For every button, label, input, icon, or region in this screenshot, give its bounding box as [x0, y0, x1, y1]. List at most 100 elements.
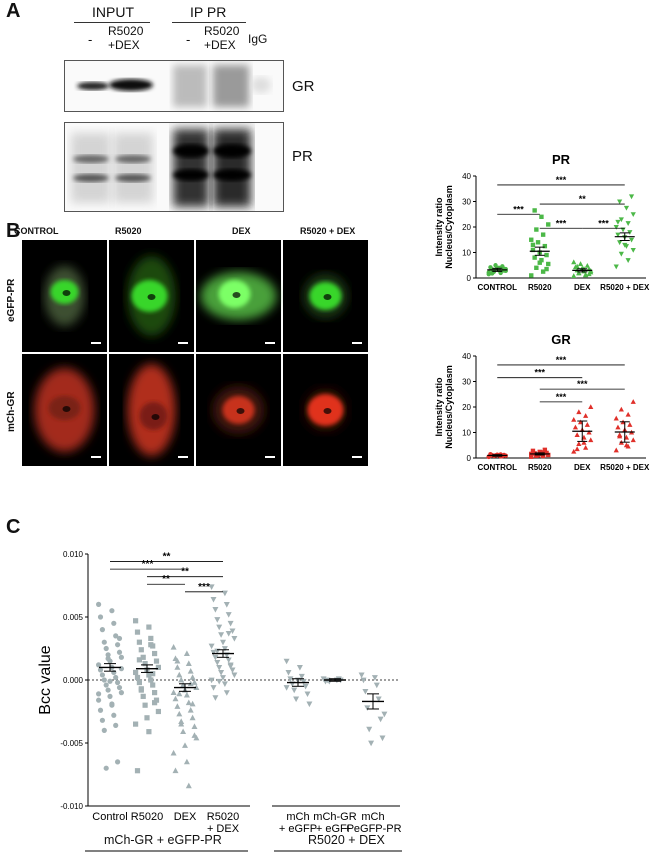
- bcc-data-point: [210, 596, 217, 603]
- bcc-data-point: [185, 699, 192, 706]
- bcc-data-point: [103, 765, 109, 771]
- band-pr-input-treated-lower: [115, 174, 151, 182]
- pr-data-point: [618, 251, 624, 257]
- bcc-data-point: [107, 678, 113, 684]
- bcc-data-point: [220, 639, 226, 646]
- band-gr-input-treated: [109, 79, 153, 91]
- micro-col-r5020-dex: R5020 + DEX: [300, 226, 356, 236]
- bcc-data-point: [221, 681, 228, 687]
- bcc-data-point: [153, 658, 160, 664]
- pr-y-tick-label: 20: [462, 223, 471, 232]
- bcc-data-point: [170, 644, 177, 650]
- band-gr-input-ctrl: [77, 82, 109, 90]
- pr-data-point: [571, 259, 577, 265]
- pr-data-point: [537, 260, 542, 265]
- bcc-y-tick-label: 0.000: [63, 676, 84, 685]
- bcc-data-point: [366, 726, 373, 733]
- gr-data-point: [530, 448, 536, 454]
- pr-significance-label: **: [579, 194, 587, 204]
- bcc-data-point: [375, 696, 382, 703]
- gr-y-tick-label: 20: [462, 403, 471, 412]
- bcc-data-point: [364, 705, 371, 711]
- gr-data-point: [581, 439, 587, 445]
- blot-label-gr: GR: [292, 78, 315, 95]
- gr-y-label-line1: Intensity ratio: [434, 377, 444, 437]
- bcc-data-point: [140, 654, 146, 660]
- gr-data-point: [534, 453, 539, 458]
- micrograph-egfp-pr-r5020-dex: [283, 240, 368, 352]
- band-pr-ip-treated: [213, 129, 251, 207]
- pr-significance-label: ***: [598, 218, 609, 228]
- bcc-data-point: [187, 667, 194, 674]
- bcc-data-point: [136, 639, 142, 645]
- blot-label-pr: PR: [292, 148, 313, 165]
- pr-data-point: [618, 217, 624, 223]
- panel-c-letter: C: [6, 516, 21, 538]
- pr-data-point: [535, 240, 541, 245]
- pr-data-point: [586, 271, 592, 277]
- bcc-data-point: [379, 735, 386, 742]
- scale-bar: [178, 456, 188, 458]
- scale-bar: [91, 456, 101, 458]
- bcc-data-point: [182, 742, 188, 748]
- pr-data-point: [488, 265, 493, 270]
- bcc-data-point: [116, 649, 123, 655]
- bcc-data-point: [109, 701, 115, 707]
- pr-data-point: [622, 242, 628, 248]
- band-gr-ip-ctrl: [173, 65, 207, 107]
- bcc-data-point: [216, 678, 223, 685]
- pr-data-point: [630, 212, 636, 218]
- nucleolus: [62, 406, 71, 412]
- bcc-data-point: [229, 667, 236, 674]
- bcc-data-point: [227, 663, 234, 670]
- bcc-data-point: [115, 759, 121, 765]
- bcc-data-point: [105, 687, 111, 693]
- bcc-data-point: [360, 677, 367, 684]
- pr-data-point: [577, 261, 584, 266]
- bcc-data-point: [212, 695, 219, 701]
- gr-data-point: [613, 447, 619, 453]
- pr-x-tick-label: R5020: [528, 283, 552, 292]
- gr-data-point: [613, 415, 619, 421]
- bcc-significance-label: **: [181, 567, 189, 578]
- chart-bcc-values: -0.010 -0.005 0.000 0.005 0.010 Bcc value Cont…: [37, 550, 402, 852]
- bcc-data-point: [178, 676, 185, 683]
- pr-data-point: [615, 232, 621, 238]
- bcc-data-point: [225, 612, 232, 618]
- pr-data-point: [628, 194, 635, 200]
- gr-x-tick-label: R5020: [528, 463, 552, 472]
- pr-data-point: [539, 214, 544, 219]
- bcc-data-point: [176, 671, 183, 678]
- band-pr-input-ctrl-upper: [73, 155, 109, 163]
- bcc-data-point: [134, 768, 141, 774]
- bcc-data-point: [116, 635, 123, 642]
- bcc-data-point: [113, 722, 119, 728]
- pr-data-point: [625, 221, 631, 226]
- band-pr-ip-ctrl: [173, 129, 209, 207]
- pr-data-point: [630, 247, 636, 253]
- gr-y-tick-label: 0: [467, 454, 472, 463]
- bcc-data-point: [146, 672, 152, 678]
- gr-x-tick-label: DEX: [574, 463, 591, 472]
- gr-y-tick-label: 40: [462, 352, 471, 361]
- pr-data-point: [540, 232, 546, 237]
- bcc-data-point: [293, 696, 300, 703]
- bcc-data-point: [362, 688, 369, 695]
- scale-bar: [178, 342, 188, 344]
- pr-data-point: [529, 237, 534, 242]
- bcc-data-point: [174, 703, 181, 709]
- bcc-data-point: [218, 670, 225, 676]
- nucleolus: [323, 294, 332, 300]
- bcc-data-point: [174, 664, 181, 670]
- gr-data-point: [571, 448, 577, 454]
- gr-significance-label: ***: [577, 379, 588, 389]
- bcc-data-point: [133, 618, 139, 624]
- gr-significance-label: ***: [556, 392, 567, 402]
- bcc-data-point: [116, 684, 123, 691]
- bcc-data-point: [136, 679, 142, 686]
- bcc-data-point: [152, 690, 158, 696]
- pr-data-point: [501, 268, 507, 273]
- micro-row-mch-gr: mCh-GR: [6, 391, 17, 432]
- bcc-data-point: [216, 665, 223, 671]
- micrograph-mch-gr-r5020: [109, 354, 194, 466]
